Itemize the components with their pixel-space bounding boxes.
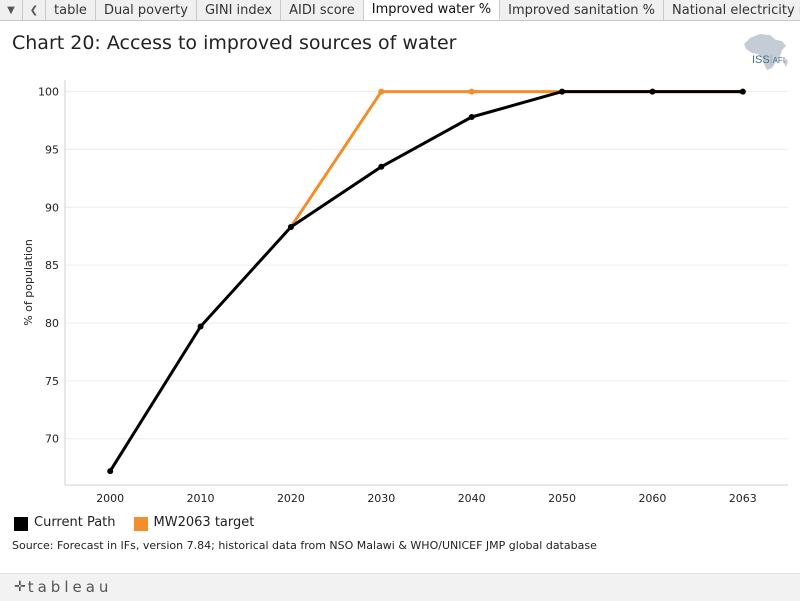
tab-dual-poverty[interactable]: Dual poverty [95, 0, 197, 20]
tab-national-electricity[interactable]: National electricity rat [664, 0, 800, 20]
y-axis-title: % of population [22, 239, 35, 326]
legend-swatch-current-path [14, 517, 28, 531]
data-point-current-path-2020[interactable] [287, 223, 294, 230]
tab-table[interactable]: table [46, 0, 96, 20]
y-tick-label-75: 75 [45, 375, 59, 388]
x-tick-label-2040: 2040 [458, 492, 486, 505]
x-tick-label-2000: 2000 [96, 492, 124, 505]
footer-bar: ✛ tableau [0, 573, 800, 601]
africa-map-icon [744, 34, 788, 70]
x-tick-label-2063: 2063 [729, 492, 757, 505]
data-point-mw2063-target-2040[interactable] [468, 88, 475, 95]
x-tick-label-2050: 2050 [548, 492, 576, 505]
series-line-mw2063-target[interactable] [289, 90, 743, 228]
x-tick-label-2010: 2010 [187, 492, 215, 505]
data-point-current-path-2050[interactable] [559, 88, 566, 95]
logo-text: ISS [752, 54, 770, 66]
legend-label-current-path: Current Path [34, 515, 116, 530]
data-point-current-path-2030[interactable] [378, 163, 385, 170]
legend-item-mw2063-target[interactable]: MW2063 target [133, 515, 255, 531]
data-point-current-path-2063[interactable] [739, 88, 746, 95]
data-point-mw2063-target-2030[interactable] [378, 88, 385, 95]
x-tick-label-2030: 2030 [367, 492, 395, 505]
tabs-scroll-left-icon[interactable]: ❮ [23, 0, 46, 20]
series-line-current-path[interactable] [108, 90, 743, 472]
line-chart: 70 75 80 85 90 95 100 2000 2010 2020 2030 2040 2050 2… [22, 80, 788, 505]
legend-label-mw2063-target: MW2063 target [153, 515, 255, 530]
data-point-current-path-2040[interactable] [468, 114, 475, 121]
tab-aidi-score[interactable]: AIDI score [281, 0, 364, 20]
sheet-tab-bar: ▼ ❮ table Dual poverty GINI index AIDI s… [0, 0, 800, 21]
legend: Current Path MW2063 target [14, 515, 272, 531]
tab-improved-water[interactable]: Improved water % [363, 0, 501, 20]
tableau-brand: tableau [27, 578, 113, 596]
tab-improved-sanitation[interactable]: Improved sanitation % [500, 0, 665, 20]
source-note: Source: Forecast in IFs, version 7.84; h… [12, 539, 597, 552]
chart-title: Chart 20: Access to improved sources of … [12, 32, 457, 54]
tableau-plus-icon: ✛ [14, 579, 26, 595]
tabs-dropdown-icon[interactable]: ▼ [0, 0, 23, 20]
y-tick-label-90: 90 [45, 201, 59, 214]
data-point-current-path-2000[interactable] [107, 468, 114, 475]
y-tick-label-85: 85 [45, 259, 59, 272]
x-tick-label-2020: 2020 [277, 492, 305, 505]
y-tick-label-95: 95 [45, 143, 59, 156]
legend-item-current-path[interactable]: Current Path [14, 515, 116, 531]
x-tick-label-2060: 2060 [638, 492, 666, 505]
data-point-current-path-2010[interactable] [197, 323, 204, 330]
tab-gini-index[interactable]: GINI index [196, 0, 282, 20]
data-point-current-path-2060[interactable] [649, 88, 656, 95]
iss-logo: ISS|AFI [752, 54, 786, 66]
y-tick-label-80: 80 [45, 317, 59, 330]
logo-suffix: AFI [772, 56, 786, 65]
legend-swatch-mw2063-target [133, 517, 148, 531]
y-tick-label-70: 70 [45, 433, 59, 446]
tableau-logo[interactable]: ✛ tableau [14, 578, 112, 596]
y-tick-label-100: 100 [38, 86, 59, 99]
